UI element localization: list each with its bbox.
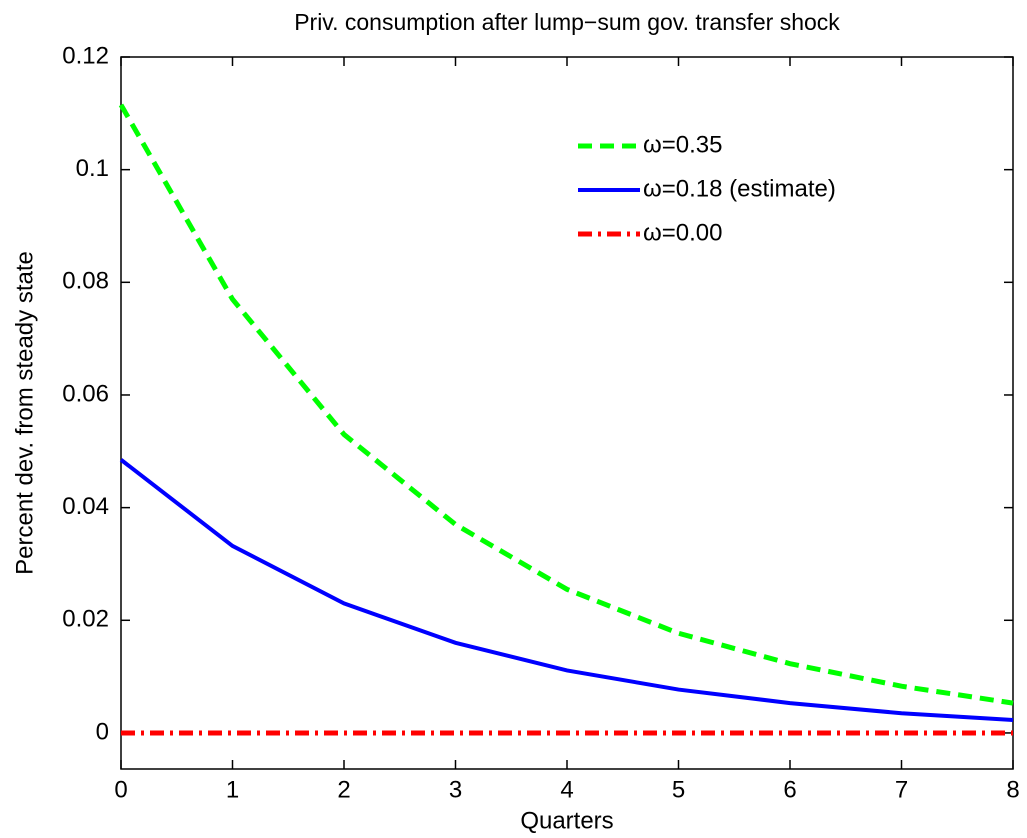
x-tick-label: 8 xyxy=(1006,776,1019,803)
legend-label: ω=0.00 xyxy=(643,219,722,246)
x-tick-label: 3 xyxy=(449,776,462,803)
y-axis-label: Percent dev. from steady state xyxy=(11,251,38,575)
x-tick-label: 5 xyxy=(672,776,685,803)
legend-label: ω=0.18 (estimate) xyxy=(643,175,836,202)
y-tick-label: 0 xyxy=(96,718,109,745)
y-tick-label: 0.06 xyxy=(62,380,109,407)
x-tick-label: 1 xyxy=(226,776,239,803)
plot-area xyxy=(120,56,1014,770)
y-tick-label: 0.1 xyxy=(76,155,109,182)
x-tick-label: 7 xyxy=(895,776,908,803)
x-axis-label: Quarters xyxy=(520,807,613,834)
y-tick-label: 0.04 xyxy=(62,493,109,520)
x-tick-label: 6 xyxy=(783,776,796,803)
x-tick-label: 0 xyxy=(114,776,127,803)
x-tick-label: 4 xyxy=(560,776,573,803)
y-tick-label: 0.12 xyxy=(62,42,109,69)
chart-title: Priv. consumption after lump−sum gov. tr… xyxy=(294,9,840,35)
y-tick-label: 0.02 xyxy=(62,606,109,633)
data-line xyxy=(118,103,1014,706)
data-line xyxy=(119,458,1014,722)
y-tick-label: 0.08 xyxy=(62,268,109,295)
legend-label: ω=0.35 xyxy=(643,131,722,158)
x-tick-label: 2 xyxy=(337,776,350,803)
